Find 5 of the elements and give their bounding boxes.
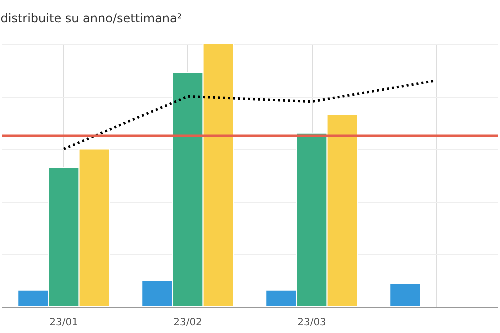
x-tick-label: 23/03 — [298, 318, 326, 328]
chart-title: distribuite su anno/settimana² — [0, 12, 182, 26]
bar — [390, 283, 422, 308]
x-tick-label: 23/02 — [174, 318, 202, 328]
x-tick-label: 23/01 — [50, 318, 78, 328]
